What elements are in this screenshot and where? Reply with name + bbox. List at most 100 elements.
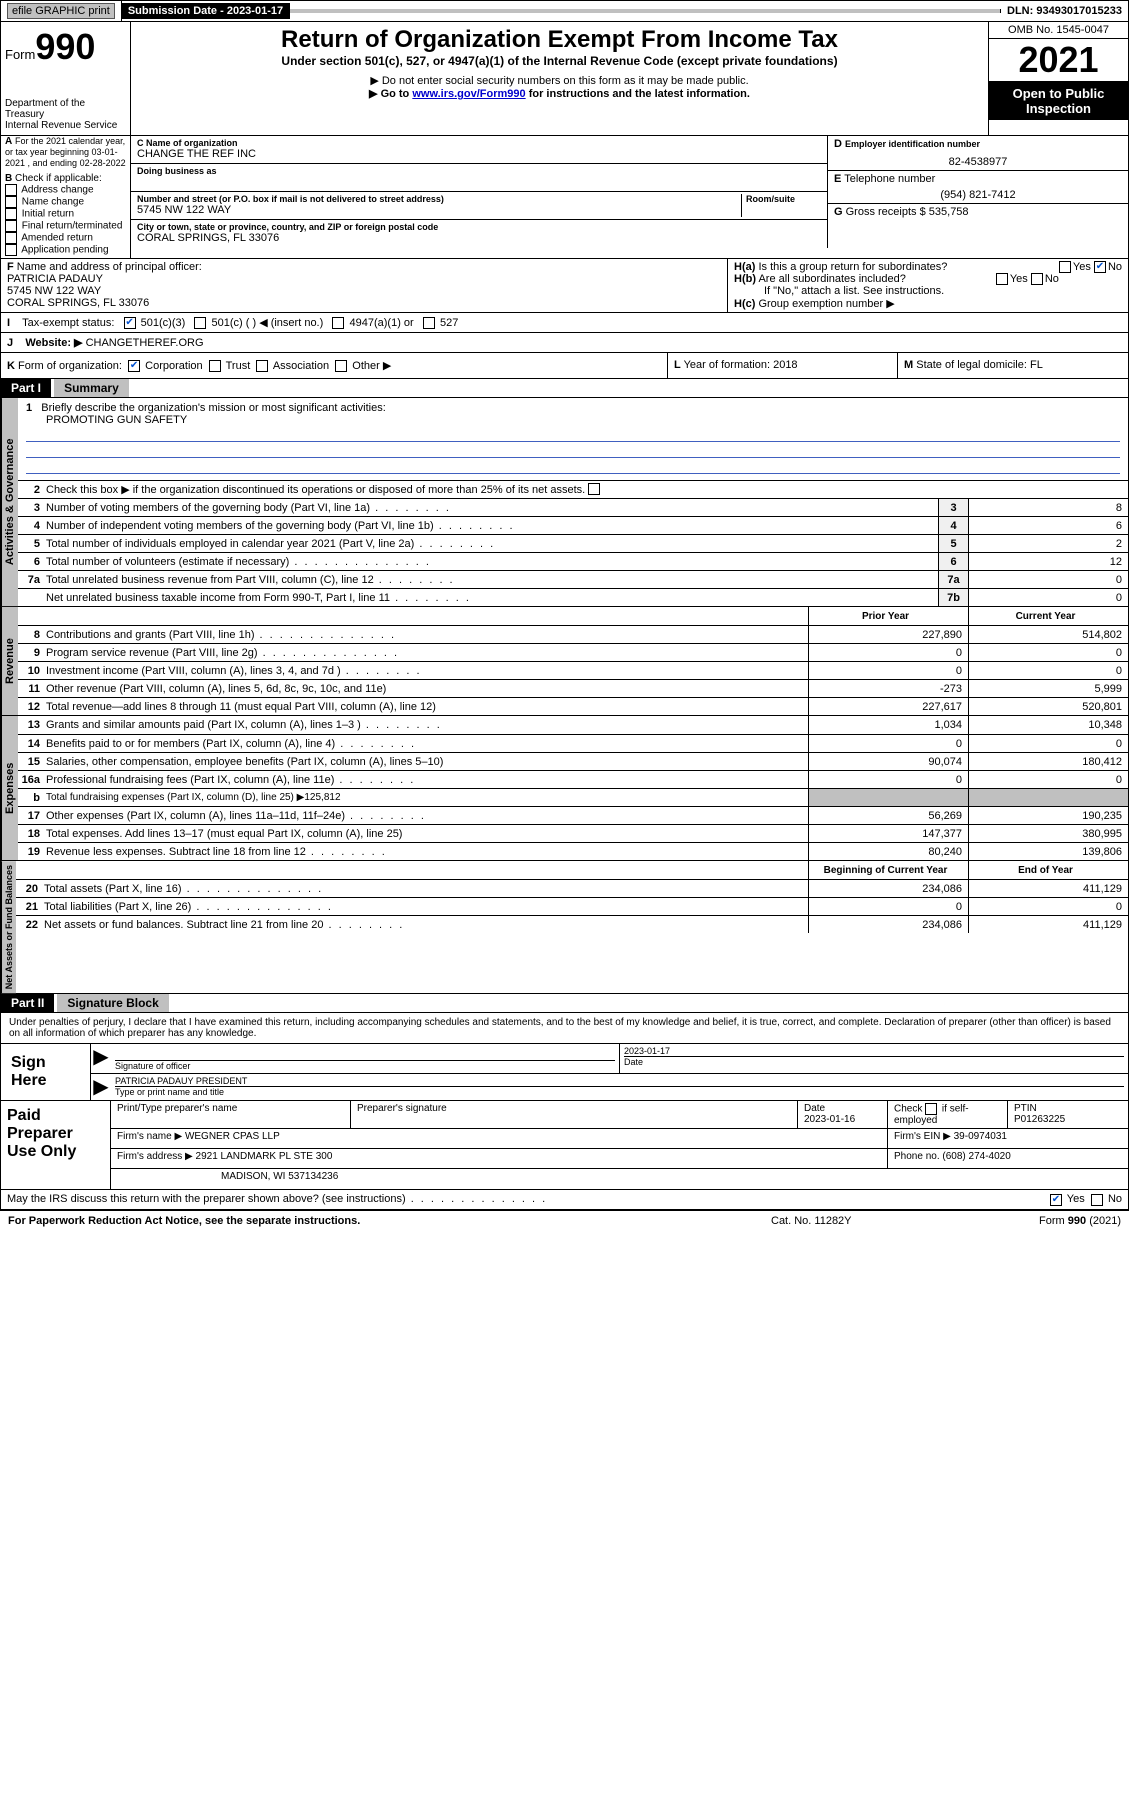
chk-discuss-no[interactable] — [1091, 1194, 1103, 1206]
line3-val: 8 — [968, 499, 1128, 516]
c-label: Name of organization — [146, 138, 238, 148]
line20-end: 411,129 — [968, 880, 1128, 897]
line6-desc: Total number of volunteers (estimate if … — [46, 554, 938, 570]
line3-desc: Number of voting members of the governin… — [46, 500, 938, 516]
chk-501c3[interactable] — [124, 317, 136, 329]
paid-preparer-label: Paid Preparer Use Only — [1, 1101, 111, 1189]
city-label: City or town, state or province, country… — [137, 222, 821, 232]
page-footer: For Paperwork Reduction Act Notice, see … — [0, 1210, 1129, 1231]
vtab-expenses: Expenses — [1, 716, 18, 860]
dept-treasury: Department of the Treasury — [5, 98, 126, 120]
line12-prior: 227,617 — [808, 698, 968, 715]
firm-phone: (608) 274-4020 — [942, 1151, 1010, 1162]
form-label: Form — [5, 47, 35, 62]
discuss-text: May the IRS discuss this return with the… — [7, 1193, 1050, 1205]
phone-value: (954) 821-7412 — [834, 189, 1122, 201]
line12-curr: 520,801 — [968, 698, 1128, 715]
firm-addr1: 2921 LANDMARK PL STE 300 — [196, 1151, 333, 1162]
form-title: Return of Organization Exempt From Incom… — [141, 26, 978, 54]
q1: Briefly describe the organization's miss… — [41, 402, 385, 414]
room-label: Room/suite — [746, 194, 821, 204]
line7a-desc: Total unrelated business revenue from Pa… — [46, 572, 938, 588]
line13-curr: 10,348 — [968, 716, 1128, 734]
dba-label: Doing business as — [137, 166, 821, 176]
chk-final-return[interactable]: Final return/terminated — [22, 221, 123, 232]
chk-trust[interactable] — [209, 360, 221, 372]
line15-prior: 90,074 — [808, 753, 968, 770]
line18-prior: 147,377 — [808, 825, 968, 842]
j-label: Website: ▶ — [25, 337, 82, 349]
line22-beg: 234,086 — [808, 916, 968, 933]
ptin-value: P01263225 — [1014, 1114, 1065, 1125]
chk-other[interactable] — [335, 360, 347, 372]
line13-prior: 1,034 — [808, 716, 968, 734]
efile-button[interactable]: efile GRAPHIC print — [7, 3, 115, 19]
ha-label: Is this a group return for subordinates? — [758, 261, 947, 273]
chk-discontinued[interactable] — [588, 483, 600, 495]
hb-label: Are all subordinates included? — [758, 273, 905, 285]
line10-prior: 0 — [808, 662, 968, 679]
chk-4947[interactable] — [332, 317, 344, 329]
hdr-beginning: Beginning of Current Year — [808, 861, 968, 879]
i-label: Tax-exempt status: — [22, 317, 114, 329]
line16b-desc: Total fundraising expenses (Part IX, col… — [46, 790, 808, 805]
vtab-activities: Activities & Governance — [1, 398, 18, 606]
hdr-curr: Current Year — [968, 607, 1128, 625]
chk-corp[interactable] — [128, 360, 140, 372]
form-subtitle: Under section 501(c), 527, or 4947(a)(1)… — [141, 54, 978, 68]
chk-app-pending[interactable]: Application pending — [21, 245, 108, 256]
line22-end: 411,129 — [968, 916, 1128, 933]
line15-desc: Salaries, other compensation, employee b… — [46, 754, 808, 770]
phone-label: Telephone number — [844, 173, 935, 185]
chk-initial-return[interactable]: Initial return — [22, 209, 74, 220]
sign-here-label: Sign Here — [1, 1044, 91, 1100]
state-domicile: FL — [1030, 359, 1043, 371]
prep-name-hdr: Print/Type preparer's name — [111, 1101, 351, 1128]
line21-end: 0 — [968, 898, 1128, 915]
chk-address-change[interactable]: Address change — [21, 185, 93, 196]
line20-desc: Total assets (Part X, line 16) — [44, 881, 808, 897]
q2: Check this box ▶ if the organization dis… — [46, 484, 585, 496]
year-formation: 2018 — [773, 359, 797, 371]
line17-prior: 56,269 — [808, 807, 968, 824]
tax-status-row: I Tax-exempt status: 501(c)(3) 501(c) ( … — [0, 313, 1129, 333]
line6-val: 12 — [968, 553, 1128, 570]
chk-discuss-yes[interactable] — [1050, 1194, 1062, 1206]
irs-link[interactable]: www.irs.gov/Form990 — [412, 88, 525, 100]
line21-desc: Total liabilities (Part X, line 26) — [44, 899, 808, 915]
omb-number: OMB No. 1545-0047 — [989, 22, 1128, 39]
chk-self-employed[interactable] — [925, 1103, 937, 1115]
revenue-section: Revenue bPrior YearCurrent Year 8Contrib… — [0, 607, 1129, 716]
part1-header-row: Part I Summary — [0, 379, 1129, 398]
part1-title: Summary — [54, 379, 129, 397]
chk-amended-return[interactable]: Amended return — [21, 233, 93, 244]
hb-note: If "No," attach a list. See instructions… — [734, 285, 1122, 297]
chk-assoc[interactable] — [256, 360, 268, 372]
submission-date: Submission Date - 2023-01-17 — [122, 3, 290, 19]
chk-501c[interactable] — [194, 317, 206, 329]
line11-prior: -273 — [808, 680, 968, 697]
dln: DLN: 93493017015233 — [1001, 3, 1128, 19]
hdr-end: End of Year — [968, 861, 1128, 879]
line21-beg: 0 — [808, 898, 968, 915]
prep-date: 2023-01-16 — [804, 1114, 855, 1125]
date-label: Date — [624, 1056, 1124, 1067]
line14-curr: 0 — [968, 735, 1128, 752]
gross-label: Gross receipts $ — [846, 206, 926, 218]
expenses-section: Expenses 13Grants and similar amounts pa… — [0, 716, 1129, 861]
line16b-prior — [808, 789, 968, 806]
line19-curr: 139,806 — [968, 843, 1128, 860]
chk-name-change[interactable]: Name change — [22, 197, 84, 208]
line9-desc: Program service revenue (Part VIII, line… — [46, 645, 808, 661]
gross-value: 535,758 — [929, 206, 969, 218]
arrow-icon: ▶ — [91, 1044, 111, 1073]
activities-governance: Activities & Governance 1 Briefly descri… — [0, 398, 1129, 607]
line8-curr: 514,802 — [968, 626, 1128, 643]
form-version: Form 990 (2021) — [971, 1215, 1121, 1227]
line11-curr: 5,999 — [968, 680, 1128, 697]
ein-value: 82-4538977 — [834, 156, 1122, 168]
chk-527[interactable] — [423, 317, 435, 329]
officer-street: 5745 NW 122 WAY — [7, 285, 101, 297]
mission-text: PROMOTING GUN SAFETY — [26, 414, 1120, 426]
officer-name-title: PATRICIA PADAUY PRESIDENT — [115, 1076, 1124, 1086]
